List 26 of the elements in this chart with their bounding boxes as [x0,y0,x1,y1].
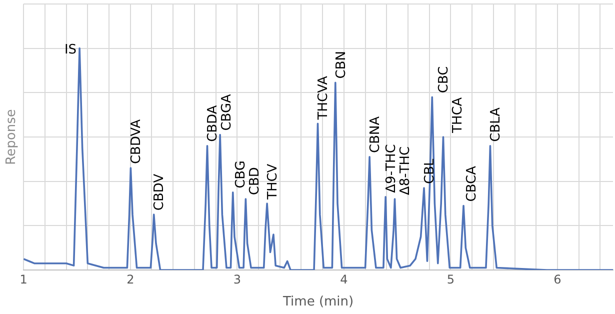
annotation: CBN [334,50,349,79]
x-tick-label: 4 [340,272,348,286]
annotation: THCV [265,164,280,200]
x-tick-label: 3 [233,272,241,286]
annotation: IS [64,42,77,58]
annotation: CBD [248,167,263,196]
annotation: CBCA [464,166,480,202]
annotation: CBDV [152,174,168,211]
annotation: THCA [450,97,466,134]
annotation: CBDA [206,105,221,142]
annotation: CBGA [220,94,235,131]
annotation: CBLA [488,107,504,142]
annotation: CBDVA [129,119,144,164]
x-tick-label: 5 [446,272,455,286]
annotation: Δ8-THC [398,146,413,196]
x-tick-label: 6 [554,272,562,286]
annotation: CBC [436,66,452,94]
x-axis-title: Time (min) [282,294,354,310]
x-tick-label: 2 [126,272,134,286]
y-axis-title: Reponse [4,109,20,165]
annotation: CBL [422,158,438,184]
annotation: CBNA [368,116,383,153]
annotation: CBG [234,160,249,188]
annotation: THCVA [316,76,332,121]
annotation: Δ9-THC [384,144,399,193]
x-tick-label: 1 [20,272,28,286]
